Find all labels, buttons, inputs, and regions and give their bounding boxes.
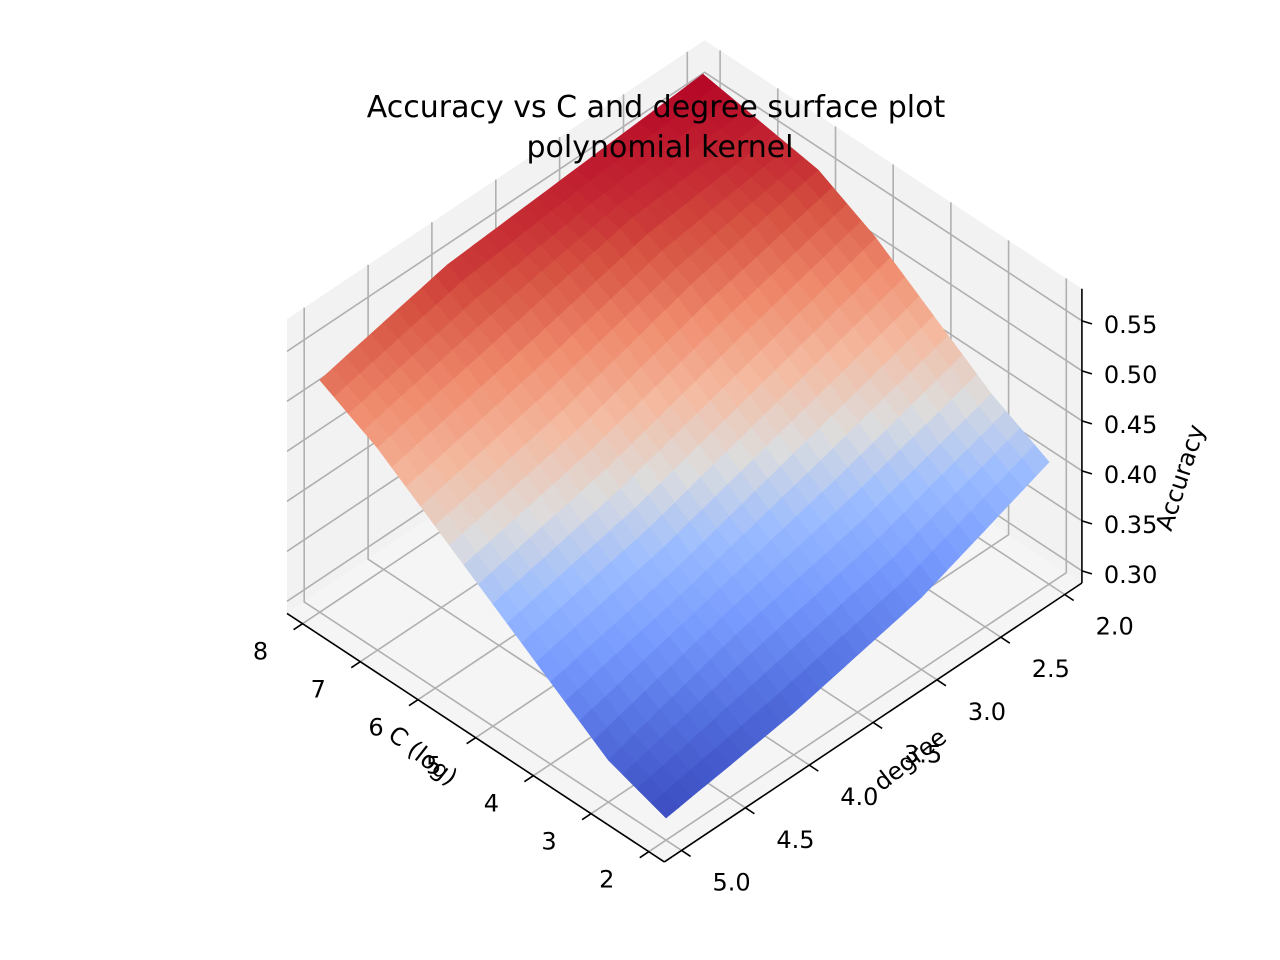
y-tick-mark	[1064, 593, 1075, 602]
x-tick-mark	[293, 622, 304, 631]
z-tick-label: 0.40	[1104, 461, 1157, 489]
surface-patch	[651, 792, 680, 819]
grid-line-degree	[303, 307, 683, 852]
x-tick-mark	[350, 660, 361, 669]
x-tick-label: 6	[368, 714, 383, 742]
y-tick-mark	[936, 679, 947, 687]
surface	[319, 73, 1050, 819]
x-axis-label: C (log)	[383, 720, 463, 791]
y-tick-label: 5.0	[712, 868, 750, 896]
chart-title-line-1: Accuracy vs C and degree surface plot	[367, 90, 946, 125]
x-tick-label: 2	[599, 866, 614, 894]
z-tick-mark	[1081, 520, 1093, 525]
y-tick-mark	[808, 764, 819, 772]
y-tick-label: 2.0	[1096, 613, 1134, 641]
y-tick-label: 4.5	[776, 826, 814, 854]
x-tick-mark	[523, 774, 534, 783]
grid-line-c	[648, 278, 1068, 853]
x-tick-label: 7	[311, 676, 326, 704]
y-tick-label: 2.5	[1032, 655, 1070, 683]
z-tick-mark	[1081, 320, 1093, 325]
z-tick-label: 0.35	[1104, 511, 1157, 539]
axis-ticks: 2 3 4 5 6 7 8 2.0 2.5 3.0 3.5 4.0 4.5 5.0 0.30 0.35 0.40…	[253, 311, 1157, 897]
y-tick-mark	[1000, 636, 1011, 644]
x-tick-mark	[581, 812, 592, 821]
y-tick-mark	[872, 721, 883, 730]
y-tick-label: 4.0	[840, 783, 878, 811]
y-tick-label: 3.0	[968, 698, 1006, 726]
z-tick-mark	[1081, 570, 1093, 575]
grid-line-accuracy	[286, 71, 1083, 352]
z-tick-label: 0.30	[1104, 561, 1157, 589]
x-tick-mark	[408, 698, 419, 707]
z-tick-label: 0.45	[1104, 411, 1157, 439]
z-axis-label: Accuracy	[1150, 421, 1210, 534]
x-tick-mark	[639, 850, 650, 859]
y-tick-mark	[681, 849, 692, 858]
z-tick-mark	[1081, 470, 1093, 475]
z-tick-mark	[1081, 370, 1093, 375]
y-tick-mark	[744, 807, 755, 815]
y-tick-label: 3.5	[904, 740, 942, 768]
z-tick-label: 0.50	[1104, 361, 1157, 389]
chart-title-line-2: polynomial kernel	[526, 130, 793, 165]
x-tick-label: 4	[484, 790, 499, 818]
x-tick-mark	[466, 736, 477, 745]
y-axis-line	[663, 582, 1083, 863]
x-tick-label: 3	[541, 828, 556, 856]
x-tick-label: 5	[426, 752, 441, 780]
z-tick-mark	[1081, 420, 1093, 425]
x-tick-label: 8	[253, 638, 268, 666]
z-tick-label: 0.55	[1104, 311, 1157, 339]
